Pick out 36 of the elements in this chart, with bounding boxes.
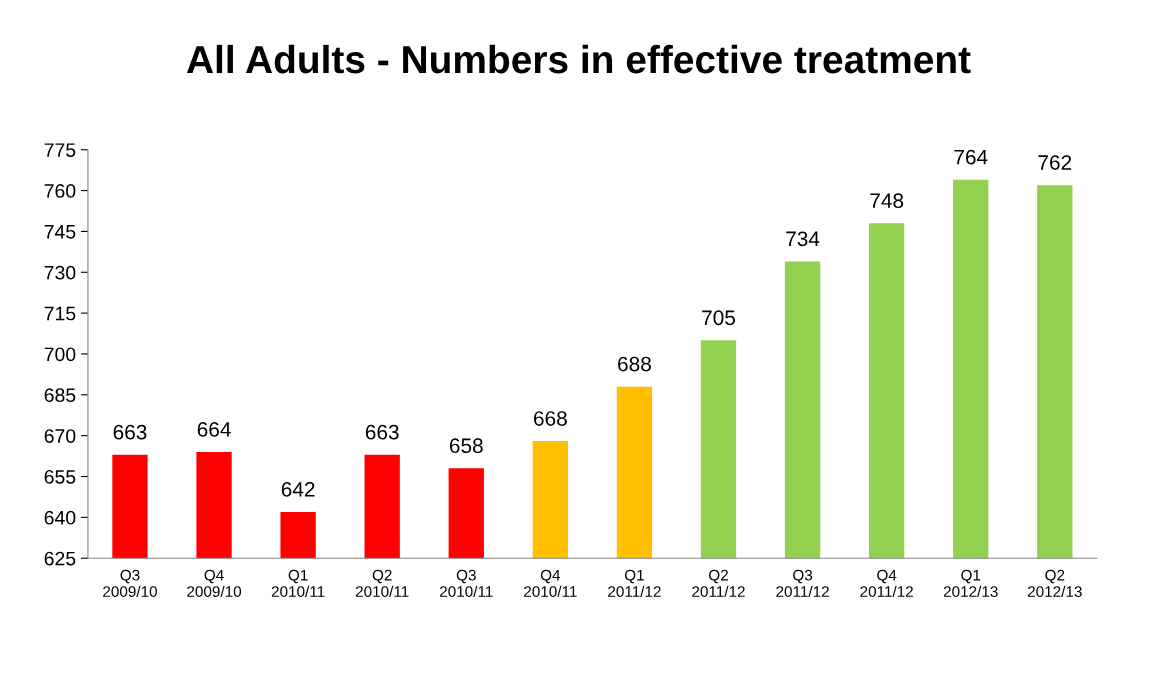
y-tick-label: 775: [44, 143, 76, 157]
x-tick-label: Q1 2010/11: [271, 569, 325, 597]
x-tick-label: Q1 2011/12: [608, 569, 661, 597]
chart-title: All Adults - Numbers in effective treatment: [186, 44, 971, 74]
y-tick-label: 670: [44, 429, 76, 443]
y-tick-label: 685: [44, 388, 76, 403]
data-label: 764: [954, 149, 988, 165]
y-tick-label: 745: [44, 225, 76, 239]
y-tick-label: 655: [44, 469, 76, 484]
x-tick-label: Q2 2012/13: [1027, 569, 1082, 597]
data-label: 658: [449, 438, 483, 454]
x-tick-label: Q3 2010/11: [439, 569, 493, 597]
y-tick-label: 640: [44, 510, 76, 525]
y-tick-label: 715: [44, 306, 76, 321]
data-label: 663: [365, 424, 399, 440]
data-label: 688: [618, 356, 651, 372]
data-label: 762: [1038, 155, 1072, 170]
data-label: 664: [197, 422, 231, 437]
x-tick-label: Q1 2012/13: [943, 569, 998, 597]
x-tick-label: Q2 2011/12: [692, 569, 745, 597]
x-tick-label: Q2 2010/11: [355, 569, 409, 597]
data-label: 642: [281, 481, 315, 497]
x-tick-label: Q4 2010/11: [524, 569, 577, 597]
data-label: 734: [786, 231, 820, 247]
y-tick-label: 625: [44, 551, 76, 566]
y-tick-label: 760: [44, 184, 76, 198]
data-label: 705: [702, 310, 735, 326]
data-label: 663: [113, 424, 147, 440]
data-label: 668: [534, 411, 567, 426]
x-tick-label: Q3 2009/10: [103, 569, 157, 597]
x-tick-label: Q3 2011/12: [776, 569, 829, 597]
y-tick-label: 730: [44, 265, 76, 280]
x-tick-label: Q4 2009/10: [187, 569, 242, 597]
data-label: 748: [870, 193, 904, 209]
y-tick-label: 700: [44, 347, 76, 362]
x-tick-label: Q4 2011/12: [860, 569, 913, 597]
